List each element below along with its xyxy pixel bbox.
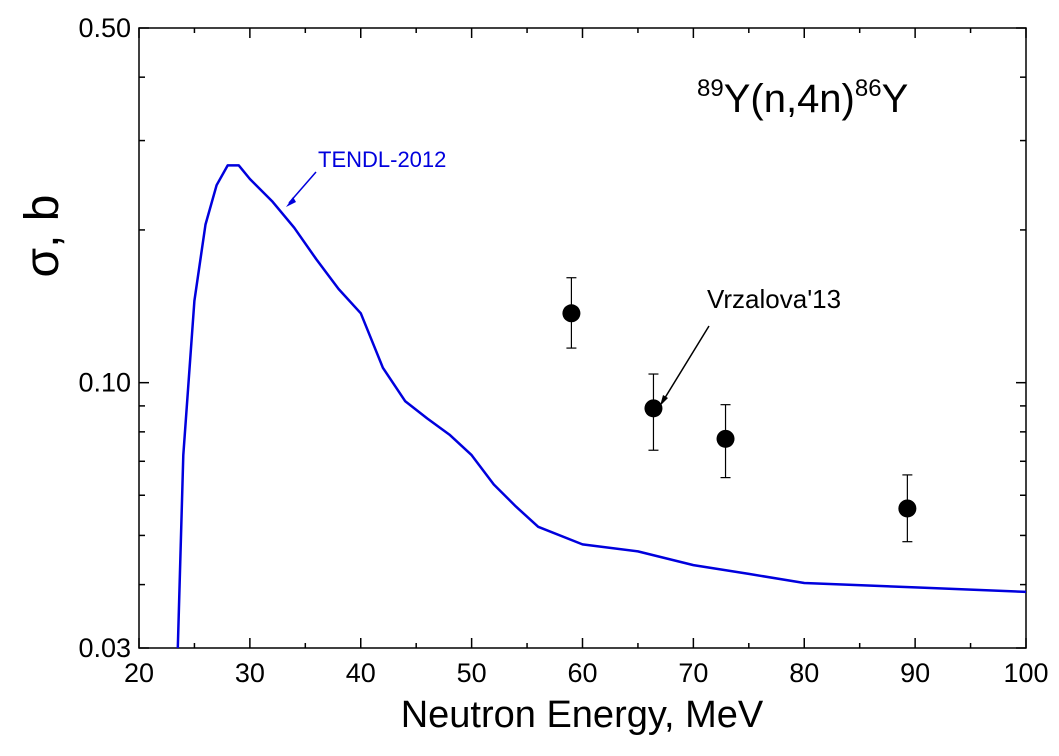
x-tick-label: 80 (789, 658, 819, 688)
reaction-label-target: Y(n,4n) (724, 77, 855, 121)
y-tick-label: 0.50 (78, 13, 131, 43)
x-tick-label: 50 (457, 658, 487, 688)
plot-area-border (138, 27, 1027, 649)
x-tick-label: 90 (900, 658, 930, 688)
reaction-label-target-mass: 89 (697, 75, 724, 102)
series-line-tendl-2012 (176, 164, 1027, 649)
reaction-label-product: Y (882, 77, 909, 121)
y-tick-label: 0.10 (78, 368, 131, 398)
y-axis-tick-labels: 0.03 0.10 0.50 (78, 13, 131, 663)
x-axis-ticks (138, 28, 1027, 648)
reaction-label-product-mass: 86 (855, 75, 882, 102)
x-axis-title: Neutron Energy, MeV (401, 694, 764, 736)
vrzalova-label-arrow (660, 325, 710, 406)
plot-frame (138, 27, 1027, 649)
x-tick-label: 30 (235, 658, 265, 688)
y-axis-title: σ, b (16, 195, 69, 278)
reaction-label: 89Y(n,4n)86Y (697, 75, 908, 121)
x-tick-label: 60 (567, 658, 597, 688)
x-tick-label: 70 (678, 658, 708, 688)
y-tick-label: 0.03 (78, 633, 131, 663)
legend-label-tendl: TENDL-2012 (318, 147, 446, 172)
data-point-vrzalova (562, 304, 581, 323)
x-axis-tick-labels: 20 30 40 50 60 70 80 90 100 (124, 658, 1049, 688)
x-tick-label: 20 (124, 658, 154, 688)
y-axis-ticks (139, 27, 1026, 649)
legend-label-vrzalova: Vrzalova'13 (707, 284, 841, 314)
data-point-vrzalova (716, 429, 735, 448)
x-tick-label: 100 (1003, 658, 1048, 688)
series-layer (176, 164, 1027, 649)
tendl-label-arrow (286, 171, 317, 207)
x-tick-label: 40 (346, 658, 376, 688)
data-point-vrzalova (644, 399, 663, 418)
data-point-vrzalova (898, 499, 917, 518)
